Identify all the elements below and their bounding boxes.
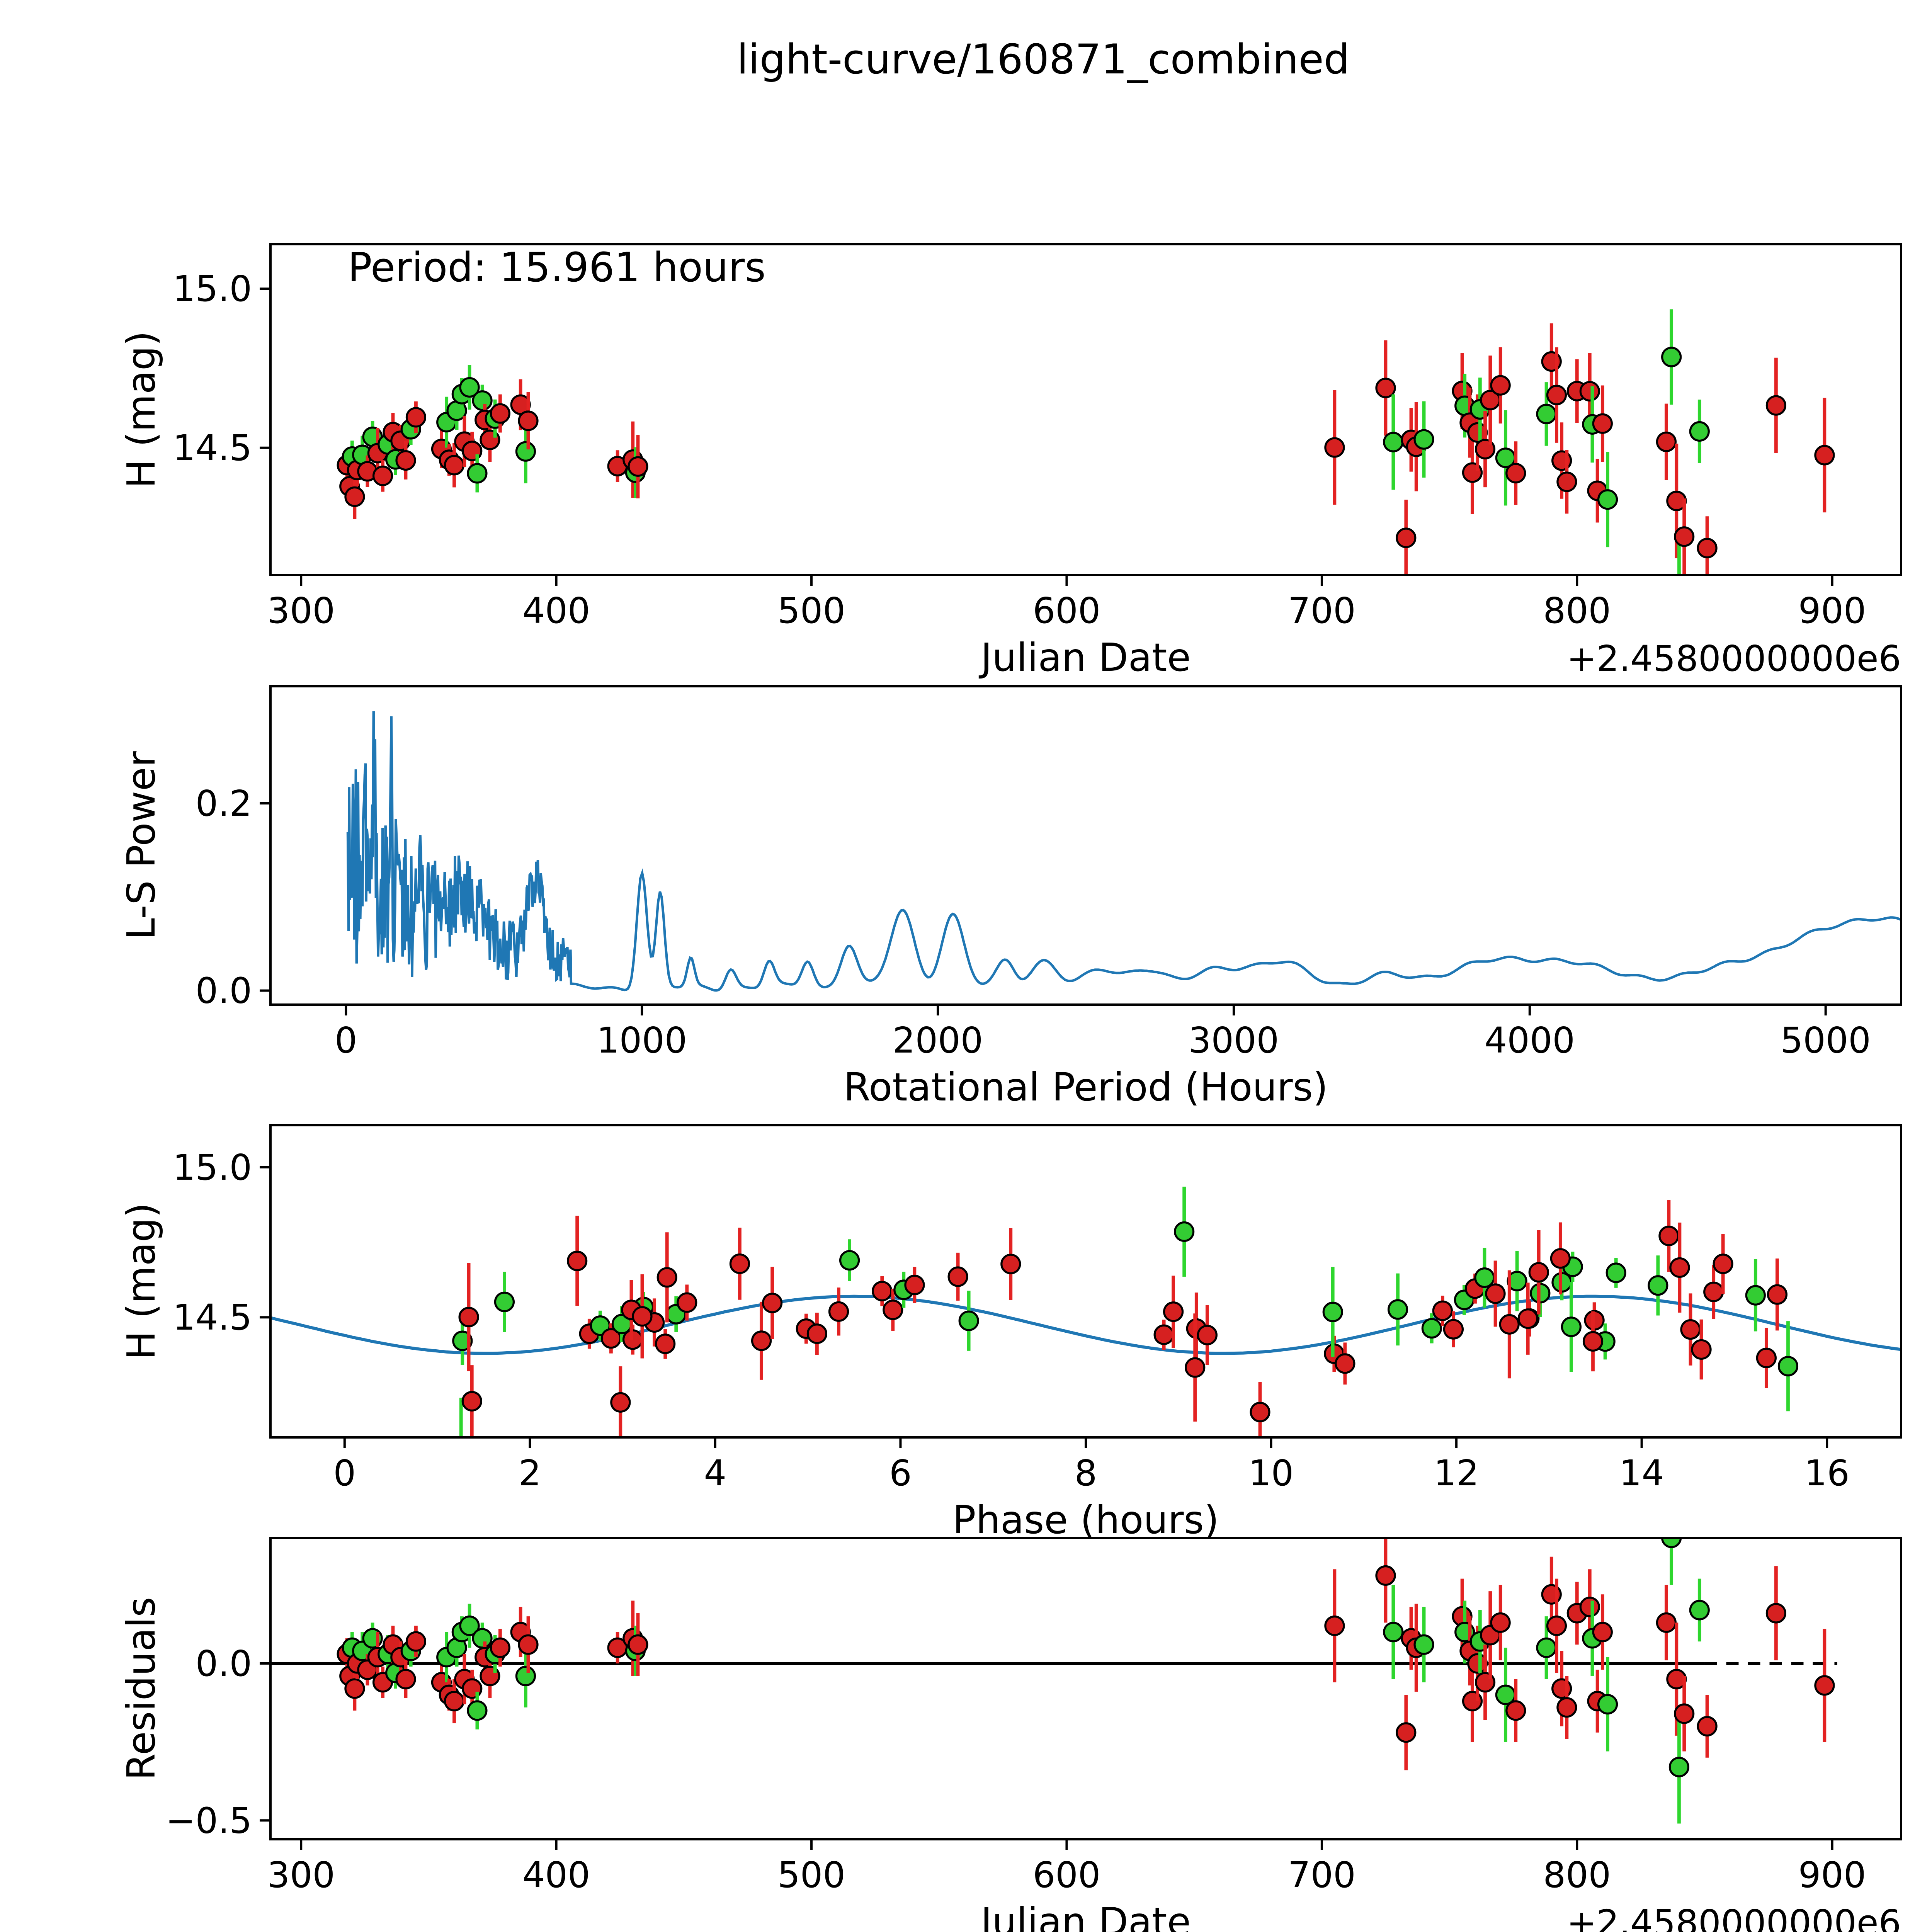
svg-text:900: 900 bbox=[1798, 590, 1866, 631]
svg-text:4: 4 bbox=[704, 1452, 727, 1494]
svg-text:400: 400 bbox=[522, 1854, 590, 1896]
svg-text:L-S Power: L-S Power bbox=[119, 751, 164, 940]
svg-text:14.5: 14.5 bbox=[173, 427, 252, 469]
svg-text:Phase (hours): Phase (hours) bbox=[952, 1497, 1219, 1543]
svg-text:700: 700 bbox=[1288, 1854, 1356, 1896]
svg-text:500: 500 bbox=[777, 590, 845, 631]
panel-lightcurve: 300 400 500 600 700 800 900 14.5 15.0 Julian Date… bbox=[119, 243, 1902, 680]
svg-text:900: 900 bbox=[1798, 1854, 1866, 1896]
lightcurve-data bbox=[337, 309, 1835, 575]
svg-text:5000: 5000 bbox=[1781, 1020, 1871, 1061]
svg-text:Julian Date: Julian Date bbox=[978, 1899, 1191, 1932]
svg-text:16: 16 bbox=[1804, 1452, 1850, 1494]
svg-text:8: 8 bbox=[1075, 1452, 1097, 1494]
svg-text:6: 6 bbox=[889, 1452, 912, 1494]
panel-periodogram: 0 1000 2000 3000 4000 5000 0.0 0.2 Rotational Pe… bbox=[119, 685, 1902, 1110]
svg-text:14.5: 14.5 bbox=[173, 1297, 252, 1338]
svg-text:Period: 15.961 hours: Period: 15.961 hours bbox=[348, 244, 766, 291]
svg-text:700: 700 bbox=[1288, 590, 1356, 631]
svg-text:2000: 2000 bbox=[893, 1020, 983, 1061]
svg-text:0: 0 bbox=[333, 1452, 356, 1494]
svg-text:4000: 4000 bbox=[1485, 1020, 1575, 1061]
svg-text:15.0: 15.0 bbox=[173, 268, 252, 310]
svg-text:−0.5: −0.5 bbox=[166, 1800, 252, 1841]
svg-text:0.0: 0.0 bbox=[196, 970, 252, 1012]
residuals-data bbox=[270, 1538, 1837, 1824]
svg-text:+2.4580000000e6: +2.4580000000e6 bbox=[1567, 1902, 1901, 1932]
panel-residuals: 300 400 500 600 700 800 900 −0.5 0.0 Julian Date +… bbox=[119, 1537, 1902, 1932]
panel-phased: 0 2 4 6 8 10 12 14 16 14.5 15.0 Phase (hours) H (mag… bbox=[119, 1124, 1902, 1543]
svg-text:H (mag): H (mag) bbox=[119, 1202, 164, 1360]
svg-text:12: 12 bbox=[1434, 1452, 1479, 1494]
svg-text:0.0: 0.0 bbox=[196, 1643, 252, 1684]
svg-text:800: 800 bbox=[1543, 590, 1611, 631]
svg-text:Rotational Period (Hours): Rotational Period (Hours) bbox=[844, 1065, 1328, 1110]
svg-text:600: 600 bbox=[1033, 1854, 1101, 1896]
svg-text:0: 0 bbox=[335, 1020, 357, 1061]
svg-text:Julian Date: Julian Date bbox=[978, 635, 1191, 680]
svg-text:600: 600 bbox=[1033, 590, 1101, 631]
figure-title: light-curve/160871_combined bbox=[736, 36, 1350, 83]
svg-text:800: 800 bbox=[1543, 1854, 1611, 1896]
svg-text:300: 300 bbox=[267, 590, 335, 631]
phased-data bbox=[270, 1186, 1901, 1437]
svg-text:300: 300 bbox=[267, 1854, 335, 1896]
svg-text:3000: 3000 bbox=[1189, 1020, 1279, 1061]
svg-text:14: 14 bbox=[1619, 1452, 1664, 1494]
periodogram-data bbox=[346, 711, 1901, 992]
svg-text:400: 400 bbox=[522, 590, 590, 631]
svg-text:0.2: 0.2 bbox=[196, 783, 252, 824]
svg-text:+2.4580000000e6: +2.4580000000e6 bbox=[1567, 638, 1901, 679]
svg-text:2: 2 bbox=[519, 1452, 541, 1494]
svg-text:15.0: 15.0 bbox=[173, 1147, 252, 1188]
svg-text:H (mag): H (mag) bbox=[119, 331, 164, 488]
svg-text:1000: 1000 bbox=[597, 1020, 687, 1061]
svg-text:500: 500 bbox=[777, 1854, 845, 1896]
svg-text:10: 10 bbox=[1248, 1452, 1294, 1494]
svg-text:Residuals: Residuals bbox=[119, 1597, 164, 1780]
